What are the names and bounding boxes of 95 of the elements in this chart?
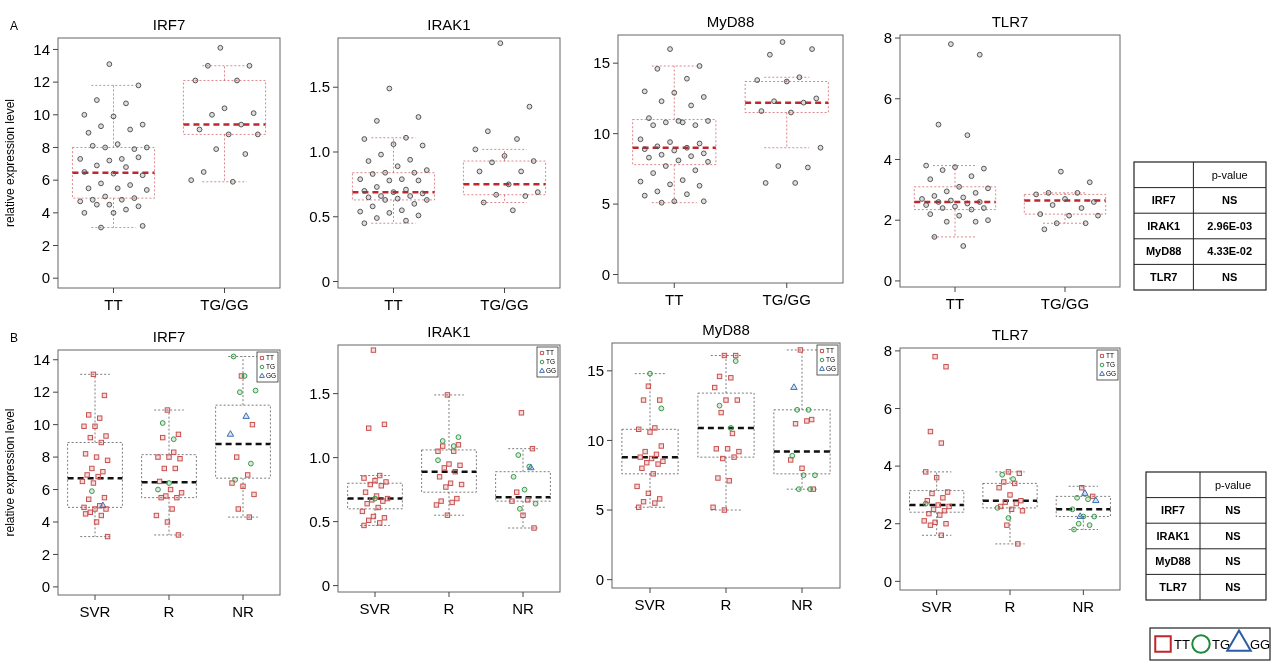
x-tick-label: R xyxy=(720,596,732,613)
y-tick-label: 15 xyxy=(587,362,604,380)
category-label: IRF7 xyxy=(1161,504,1185,517)
y-tick-label: 2 xyxy=(41,236,50,254)
y-tick-label: 0 xyxy=(321,576,330,594)
y-tick-label: 4 xyxy=(883,457,892,475)
y-tick-label: 12 xyxy=(33,383,50,401)
y-tick-label: 6 xyxy=(41,171,50,189)
y-tick-label: 1.0 xyxy=(309,448,330,466)
x-tick-label: TG/GG xyxy=(480,296,529,313)
y-tick-label: 4 xyxy=(883,150,892,168)
x-tick-label: R xyxy=(1004,598,1016,615)
y-tick-label: 8 xyxy=(883,342,892,360)
y-tick-label: 2 xyxy=(883,514,892,532)
category-label: TLR7 xyxy=(1159,581,1187,594)
x-tick-label: TG/GG xyxy=(762,291,811,308)
chart-title: IRF7 xyxy=(152,16,186,33)
category-label: p-value xyxy=(1214,478,1252,491)
y-tick-label: 0 xyxy=(321,272,330,290)
y-tick-label: 14 xyxy=(33,40,50,58)
text: 2.96E-03 xyxy=(1207,219,1253,232)
category-label: IRAK1 xyxy=(1156,529,1190,542)
y-tick-label: 0 xyxy=(41,269,50,287)
text: NS xyxy=(1222,194,1238,207)
y-tick-label: 6 xyxy=(883,90,892,108)
text: NS xyxy=(1222,271,1238,284)
y-tick-label: 8 xyxy=(41,448,50,466)
x-tick-label: R xyxy=(443,600,455,617)
y-tick-label: 14 xyxy=(33,350,50,368)
x-tick-label: TG/GG xyxy=(1040,295,1090,312)
y-tick-label: 0 xyxy=(883,572,892,590)
y-tick-label: 8 xyxy=(883,29,892,47)
category-label: MyD88 xyxy=(1145,245,1182,258)
x-tick-label: R xyxy=(163,603,175,620)
text: 4.33E-02 xyxy=(1207,245,1253,258)
x-tick-label: SVR xyxy=(921,598,953,615)
x-tick-label: TT xyxy=(384,296,403,313)
text: NS xyxy=(1225,581,1241,594)
text: A xyxy=(10,19,19,33)
y-tick-label: 0 xyxy=(595,570,604,588)
y-tick-label: 10 xyxy=(587,431,604,449)
x-tick-label: NR xyxy=(512,600,534,617)
legend-label: TT xyxy=(1174,636,1190,652)
chart-title: TLR7 xyxy=(991,13,1029,30)
legend-label: GG xyxy=(1250,636,1271,652)
x-tick-label: NR xyxy=(791,596,813,613)
category-label: IRF7 xyxy=(1151,194,1176,207)
x-tick-label: SVR xyxy=(634,596,666,613)
chart-title: IRAK1 xyxy=(427,16,471,33)
y-tick-label: 6 xyxy=(41,480,50,498)
chart-title: MyD88 xyxy=(702,321,750,338)
y-tick-label: 15 xyxy=(593,54,610,72)
y-tick-label: 8 xyxy=(41,138,50,156)
x-tick-label: TT xyxy=(665,291,684,308)
chart-title: IRF7 xyxy=(152,328,186,345)
category-label: IRAK1 xyxy=(1147,219,1181,232)
category-label: p-value xyxy=(1211,168,1248,181)
y-tick-label: 6 xyxy=(883,399,892,417)
x-tick-label: NR xyxy=(232,603,254,620)
text: NS xyxy=(1225,529,1241,542)
y-tick-label: 10 xyxy=(593,124,610,142)
y-tick-label: 0.5 xyxy=(309,512,330,530)
y-tick-label: 4 xyxy=(41,513,50,531)
y-axis-title: relative expression level xyxy=(3,98,17,228)
y-tick-label: 2 xyxy=(41,545,50,563)
chart-title: TLR7 xyxy=(991,326,1029,343)
y-tick-label: 0.5 xyxy=(309,208,330,226)
text: NS xyxy=(1225,555,1241,568)
x-tick-label: TG/GG xyxy=(200,296,249,313)
x-tick-label: SVR xyxy=(359,600,391,617)
y-tick-label: 2 xyxy=(883,211,892,229)
y-axis-title: relative expression level xyxy=(3,408,17,537)
y-tick-label: 1.5 xyxy=(309,384,330,402)
chart-title: MyD88 xyxy=(706,13,755,30)
text: B xyxy=(10,331,19,345)
y-tick-label: 0 xyxy=(601,265,610,283)
y-tick-label: 0 xyxy=(883,272,892,290)
x-tick-label: TT xyxy=(945,295,965,312)
y-tick-label: 10 xyxy=(33,106,50,124)
x-tick-label: NR xyxy=(1072,598,1095,615)
y-tick-label: 10 xyxy=(33,415,50,433)
x-tick-label: SVR xyxy=(79,603,111,620)
y-tick-label: 1.5 xyxy=(309,78,330,96)
y-tick-label: 0 xyxy=(41,578,50,596)
y-tick-label: 5 xyxy=(595,501,604,519)
legend-label: TG xyxy=(1212,636,1231,652)
y-tick-label: 1.0 xyxy=(309,143,330,161)
text: NS xyxy=(1225,504,1241,517)
y-tick-label: 5 xyxy=(601,195,610,213)
category-label: MyD88 xyxy=(1155,555,1191,568)
chart-title: IRAK1 xyxy=(427,323,471,340)
x-tick-label: TT xyxy=(104,296,123,313)
category-label: TLR7 xyxy=(1149,271,1178,284)
y-tick-label: 4 xyxy=(41,204,50,222)
y-tick-label: 12 xyxy=(33,73,50,91)
